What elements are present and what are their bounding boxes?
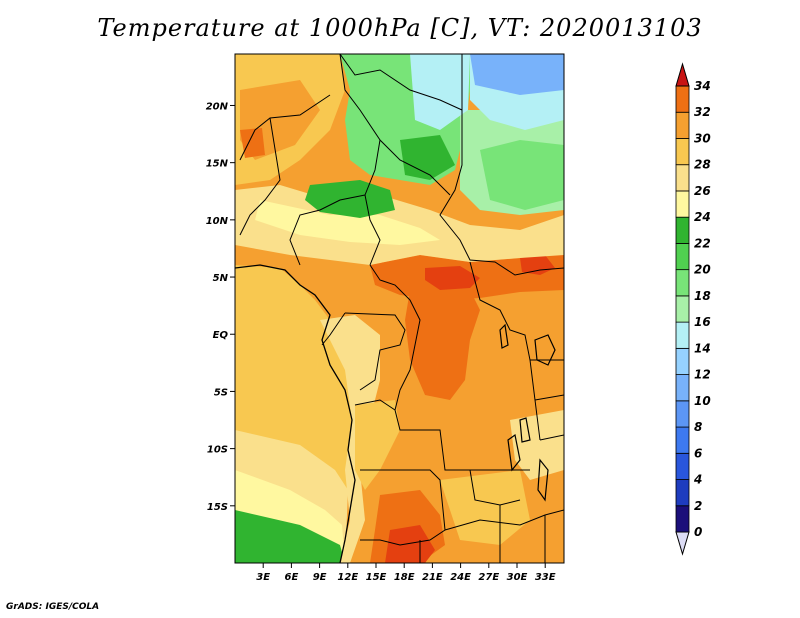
- lon-tick-label: 12E: [337, 572, 358, 583]
- libya-cool-zone: [410, 54, 470, 130]
- colorbar-bin: [675, 426, 690, 454]
- colorbar-label: 14: [694, 341, 711, 355]
- hot-core-east: [520, 255, 555, 275]
- colorbar-label: 0: [694, 525, 702, 539]
- green-zone-niger: [305, 180, 395, 218]
- colorbar-label: 12: [694, 368, 711, 382]
- coastline: [235, 264, 356, 563]
- colorbar-label: 4: [693, 473, 702, 487]
- latitude-axis: 20N 15N 10N 5N EQ 5S 10S 15S: [206, 101, 235, 513]
- lat-tick-label: EQ: [213, 330, 229, 341]
- lon-tick-label: 24E: [450, 572, 471, 583]
- southern-hot-core: [385, 525, 435, 563]
- country-borders: [239, 54, 564, 563]
- colorbar-bin: [675, 347, 690, 375]
- lon-tick-label: 27E: [478, 572, 499, 583]
- colorbar-bin: [675, 295, 690, 323]
- colorbar-label: 8: [694, 420, 702, 434]
- colorbar-label: 32: [694, 105, 711, 119]
- map-frame: [234, 53, 565, 564]
- colorbar-label: 24: [694, 210, 711, 224]
- chad-green-zone: [400, 135, 455, 180]
- east-africa-highlands: [510, 410, 564, 480]
- egypt-coldest-zone: [470, 54, 564, 95]
- map-panel: [234, 53, 565, 564]
- ocean-green-zone: [235, 510, 345, 563]
- lon-tick-label: 33E: [535, 572, 556, 583]
- colorbar-bin: [675, 216, 690, 244]
- colorbar-label: 20: [694, 263, 711, 277]
- colorbar-bin: [675, 269, 690, 297]
- longitude-axis: 3E 6E 9E 12E 15E 18E 21E 24E 27E 30E 33E: [256, 563, 556, 583]
- colorbar-bin: [675, 321, 690, 349]
- colorbar-high-triangle: [675, 62, 690, 87]
- lon-tick-label: 21E: [422, 572, 443, 583]
- lat-tick-label: 10N: [206, 216, 229, 227]
- zambia-zone: [440, 470, 530, 545]
- colorbar-label: 28: [694, 158, 711, 172]
- lat-tick-label: 20N: [206, 101, 229, 112]
- lat-tick-label: 5S: [214, 387, 228, 398]
- colorbar-low-triangle: [675, 531, 690, 556]
- colorbar-label: 26: [694, 184, 711, 198]
- lon-tick-label: 30E: [507, 572, 528, 583]
- colorbar-label: 34: [694, 79, 711, 93]
- colorbar-label: 18: [694, 289, 711, 303]
- colorbar-bin: [675, 374, 690, 402]
- lon-tick-label: 3E: [256, 572, 270, 583]
- hot-core-5n: [425, 266, 480, 290]
- west-sahara-hot-spot: [240, 128, 265, 158]
- colorbar-bin: [675, 400, 690, 428]
- lat-tick-label: 5N: [213, 273, 229, 284]
- colorbar-label: 2: [694, 499, 702, 513]
- lat-tick-label: 15S: [207, 502, 228, 513]
- lon-tick-label: 18E: [394, 572, 415, 583]
- angola-plateau: [355, 400, 400, 490]
- colorbar-label: 22: [694, 236, 711, 250]
- colorbar-bin: [675, 479, 690, 507]
- colorbar-bin: [675, 505, 690, 533]
- colorbar-bin: [675, 243, 690, 271]
- lon-tick-label: 6E: [285, 572, 299, 583]
- lon-tick-label: 15E: [366, 572, 387, 583]
- colorbar-bin: [675, 452, 690, 480]
- colorbar-label: 10: [694, 394, 711, 408]
- lat-tick-label: 10S: [207, 445, 228, 456]
- grads-credit: GrADS: IGES/COLA: [6, 602, 100, 612]
- central-basin-hot-zone: [405, 280, 480, 400]
- colorbar-label: 16: [694, 315, 711, 329]
- colorbar-label: 30: [694, 131, 711, 145]
- sudan-green-zone: [480, 140, 564, 210]
- colorbar-bin: [675, 85, 690, 113]
- colorbar-bin: [675, 111, 690, 139]
- colorbar-bin: [675, 190, 690, 218]
- colorbar-bin: [675, 138, 690, 166]
- great-lakes: [499, 323, 556, 502]
- lat-tick-label: 15N: [206, 159, 229, 170]
- lon-tick-label: 9E: [313, 572, 327, 583]
- colorbar-label: 6: [694, 446, 702, 460]
- colorbar-bin: [675, 164, 690, 192]
- map-title: Temperature at 1000hPa [C], VT: 20200131…: [97, 14, 703, 42]
- sahel-pale-band: [255, 200, 440, 245]
